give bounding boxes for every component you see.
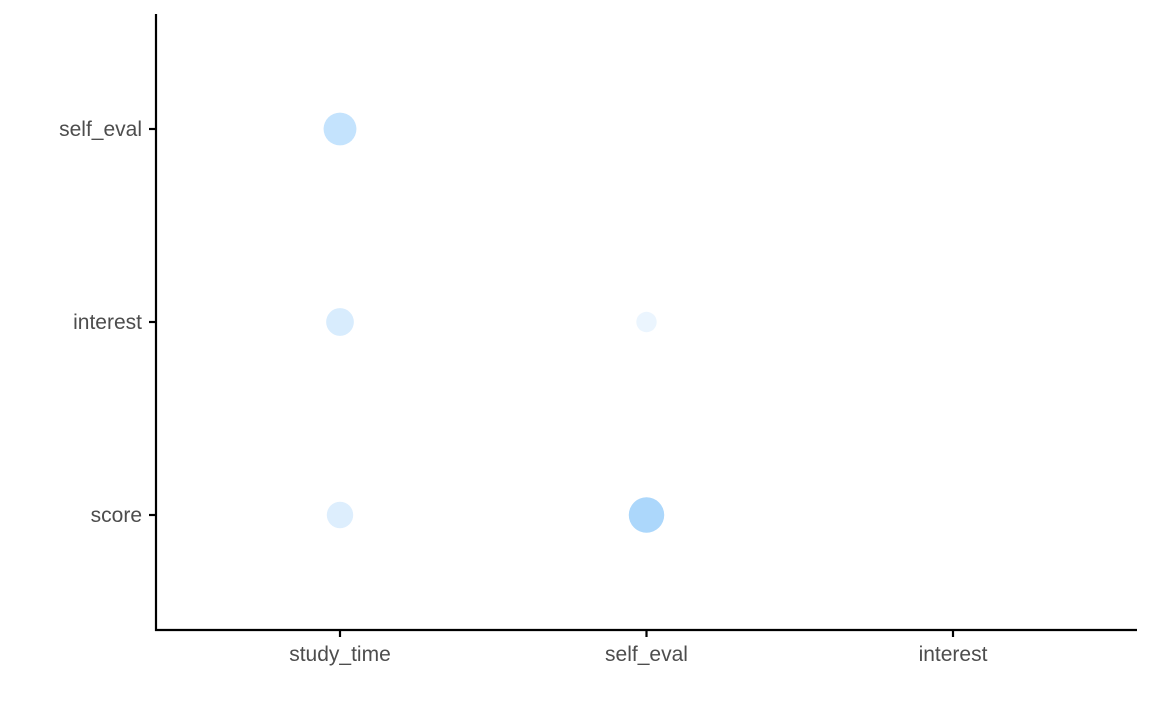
data-point-study_time-self_eval <box>323 112 357 146</box>
x-tick-label: interest <box>919 643 988 666</box>
data-point-study_time-score <box>326 501 354 529</box>
data-point-study_time-interest <box>326 308 354 336</box>
y-tick-label: self_eval <box>59 118 142 141</box>
data-point-self_eval-interest <box>636 311 657 333</box>
ticks-layer: study_time self_eval interest score interest… <box>59 118 987 666</box>
x-tick-label: self_eval <box>605 643 688 666</box>
y-tick-label: interest <box>73 311 142 334</box>
points-layer <box>323 112 665 533</box>
y-tick-label: score <box>91 504 142 527</box>
data-point-self_eval-score <box>628 497 665 533</box>
x-tick-label: study_time <box>289 643 391 666</box>
